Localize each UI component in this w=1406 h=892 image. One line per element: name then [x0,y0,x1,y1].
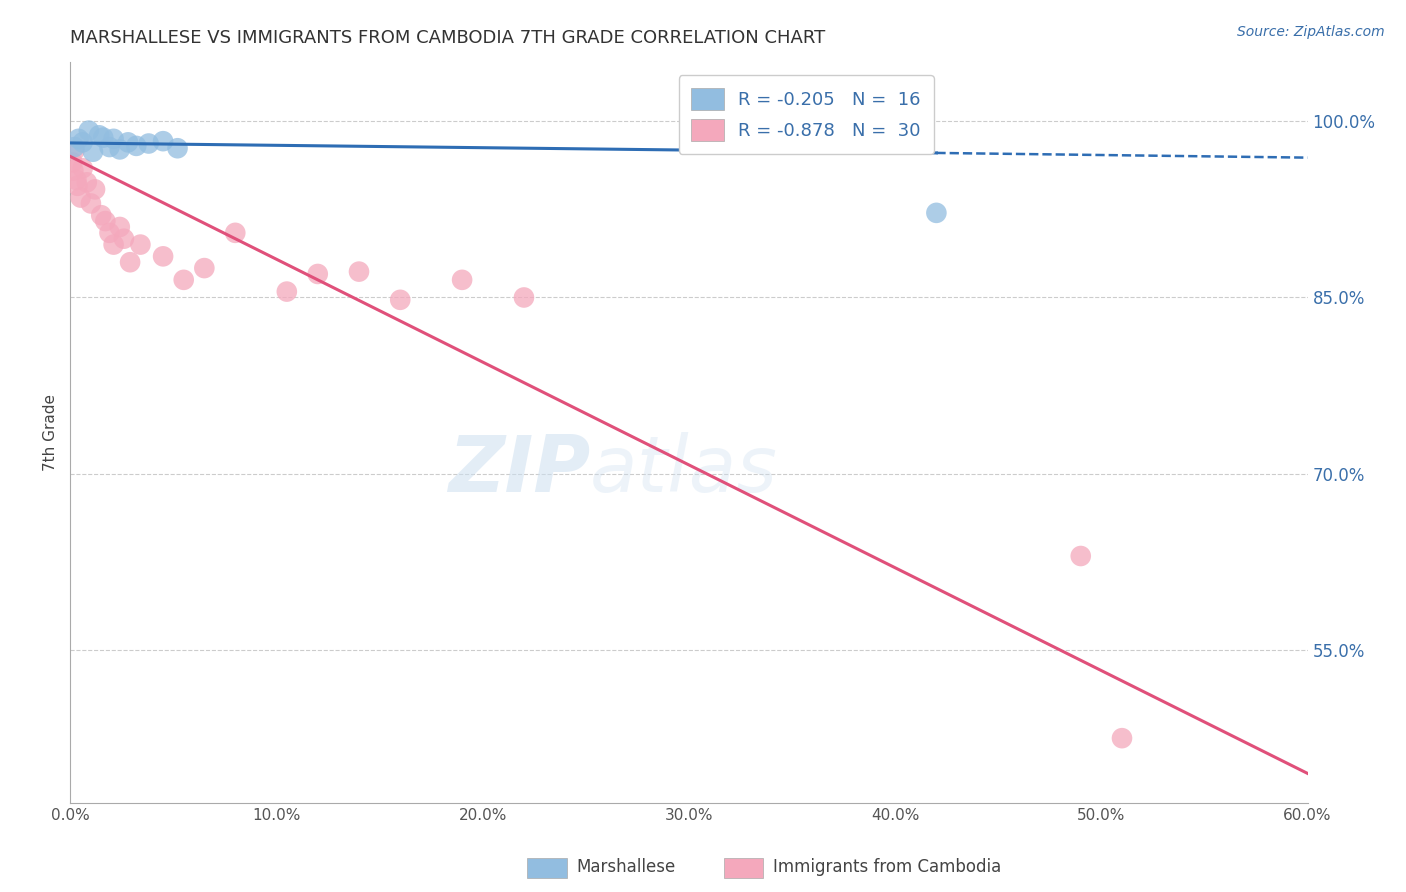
Point [173,273,195,287]
Point [94,214,117,228]
Point [98,226,121,240]
Text: MARSHALLESE VS IMMIGRANTS FROM CAMBODIA 7TH GRADE CORRELATION CHART: MARSHALLESE VS IMMIGRANTS FROM CAMBODIA … [70,29,825,47]
Text: ZIP: ZIP [447,432,591,508]
Point [451,273,474,287]
Point [103,132,125,146]
Point [389,293,412,307]
Point [63,140,86,154]
Point [103,237,125,252]
Point [90,208,112,222]
Point [80,196,103,211]
Y-axis label: 7th Grade: 7th Grade [44,394,59,471]
Point [1070,549,1092,563]
Point [166,141,188,155]
Point [193,261,215,276]
Point [120,255,142,269]
Point [307,267,329,281]
Text: atlas: atlas [591,432,778,508]
Point [125,139,148,153]
Point [513,290,536,304]
Point [63,144,86,158]
Point [66,178,89,193]
Point [925,206,948,220]
Point [69,191,91,205]
Point [138,136,160,151]
Point [62,163,84,178]
Point [152,134,174,148]
Point [276,285,298,299]
FancyBboxPatch shape [527,858,567,879]
Point [347,265,370,279]
Point [108,219,131,234]
Point [65,173,87,187]
Point [117,136,139,150]
Text: Marshallese: Marshallese [576,858,676,877]
Point [89,128,111,143]
FancyBboxPatch shape [724,858,763,879]
Point [84,182,107,196]
Point [98,140,121,154]
Point [112,232,135,246]
Point [76,175,98,189]
Point [224,226,246,240]
Point [1111,731,1133,746]
Text: Source: ZipAtlas.com: Source: ZipAtlas.com [1237,25,1385,39]
Point [72,136,94,150]
Point [67,132,90,146]
Point [77,123,100,137]
Point [108,142,131,156]
Point [72,161,94,176]
Legend: R = -0.205   N =  16, R = -0.878   N =  30: R = -0.205 N = 16, R = -0.878 N = 30 [679,75,934,153]
Point [82,145,104,159]
Point [129,237,152,252]
Point [152,249,174,263]
Point [60,155,83,169]
Text: Immigrants from Cambodia: Immigrants from Cambodia [773,858,1001,877]
Point [91,130,114,145]
